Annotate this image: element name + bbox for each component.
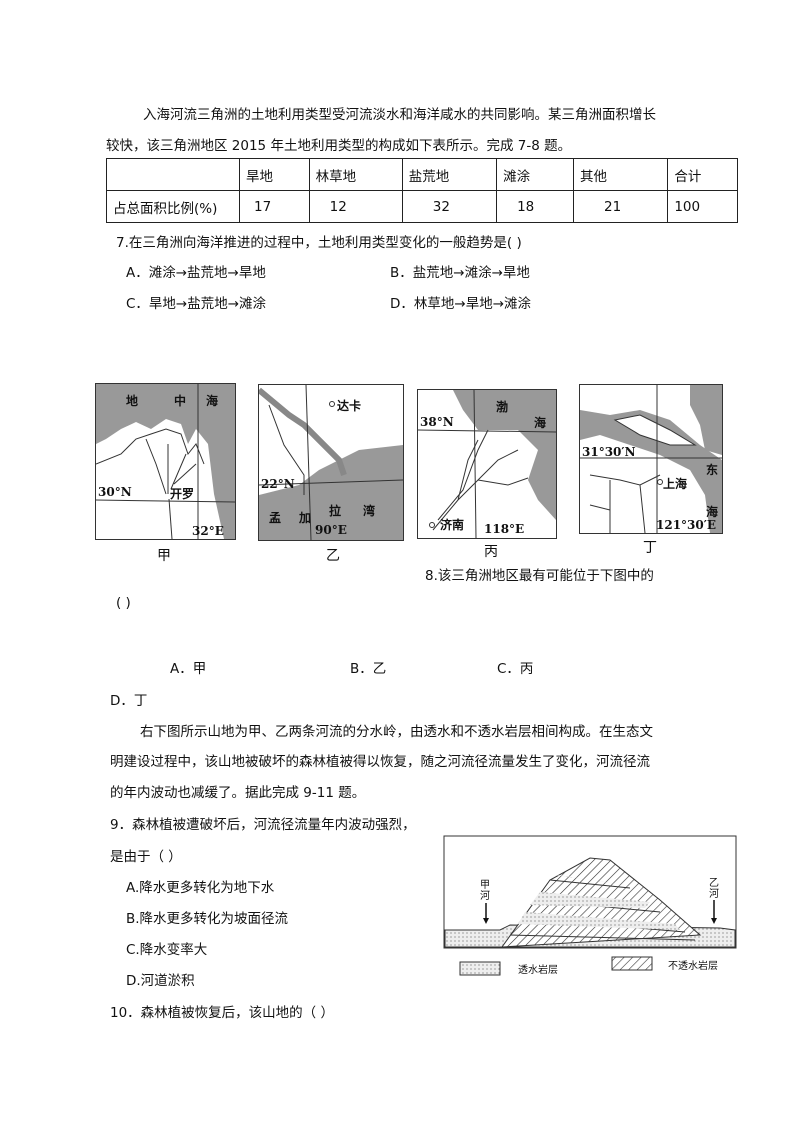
q8-option-d: D．丁	[110, 693, 148, 709]
map-caption: 甲	[157, 548, 171, 564]
table-cell: 林草地	[308, 158, 403, 191]
map-label: 东	[706, 463, 719, 477]
map-label: 孟	[269, 511, 282, 525]
q9-stem-line1: 9．森林植被遭破坏后，河流径流量年内波动强烈，	[110, 817, 416, 833]
q8-option-c: C．丙	[497, 661, 534, 677]
passage-line1: 右下图所示山地为甲、乙两条河流的分水岭，由透水和不透水岩层相间构成。在生态文	[140, 724, 653, 740]
q7-option-d: D．林草地→旱地→滩涂	[390, 296, 532, 312]
q7-option-a: A．滩涂→盐荒地→旱地	[126, 265, 266, 281]
map-drawing	[96, 384, 235, 539]
map-label: 中	[174, 394, 187, 408]
q9-option-c: C.降水变率大	[126, 942, 208, 958]
legend-permeable-label: 透水岩层	[518, 965, 558, 976]
map-yellow-river-delta: 38°N 渤 海 济南 118°E	[417, 389, 557, 539]
table-cell: 100	[667, 190, 738, 223]
table-header-row: 旱地 林草地 盐荒地 滩涂 其他 合计	[106, 158, 738, 191]
map-label: 济南	[440, 518, 465, 532]
map-label: 地	[126, 394, 139, 408]
map-label: 湾	[363, 504, 376, 518]
map-label: 121°30′E	[656, 518, 717, 532]
q9-stem-line2: 是由于（ ）	[110, 849, 182, 865]
map-drawing	[259, 385, 403, 540]
table-cell: 17	[239, 190, 310, 223]
map-caption: 丁	[643, 540, 657, 556]
map-drawing	[580, 385, 722, 533]
q7-option-c: C．旱地→盐荒地→滩涂	[126, 296, 267, 312]
table-cell: 合计	[667, 158, 738, 191]
passage-line3: 的年内波动也减缓了。据此完成 9-11 题。	[110, 785, 366, 801]
map-label: 上海	[663, 477, 688, 491]
map-label: 38°N	[420, 415, 454, 429]
map-label: 118°E	[484, 522, 525, 536]
q9-option-a: A.降水更多转化为地下水	[126, 880, 275, 896]
map-drawing	[418, 390, 556, 538]
map-label: 拉	[329, 504, 342, 518]
q9-option-b: B.降水更多转化为坡面径流	[126, 911, 289, 927]
map-label: 加	[299, 511, 312, 525]
table-cell: 18	[496, 190, 574, 223]
q10-stem: 10．森林植被恢复后，该山地的（ ）	[110, 1005, 334, 1021]
map-label: 渤	[496, 400, 509, 414]
q9-option-d: D.河道淤积	[126, 973, 195, 989]
map-caption: 丙	[484, 544, 498, 560]
table-cell: 滩涂	[496, 158, 574, 191]
intro-line2: 较快，该三角洲地区 2015 年土地利用类型的构成如下表所示。完成 7-8 题。	[106, 138, 572, 154]
table-cell: 21	[572, 190, 669, 223]
table-row: 占总面积比例(%) 17 12 32 18 21 100	[106, 190, 738, 223]
q8-option-b: B．乙	[350, 661, 387, 677]
table-cell: 盐荒地	[401, 158, 498, 191]
map-caption: 乙	[326, 548, 340, 564]
q7-option-b: B．盐荒地→滩涂→旱地	[390, 265, 530, 281]
map-ganges-delta: 达卡 22°N 孟 加 拉 湾 90°E	[258, 384, 404, 541]
map-label: 海	[206, 394, 219, 408]
map-label: 31°30′N	[582, 445, 636, 459]
mountain-cross-section-diagram	[443, 835, 737, 976]
map-label: 22°N	[261, 477, 295, 491]
map-nile-delta: 地 中 海 30°N 开罗 32°E	[95, 383, 236, 540]
river-jia-label: 甲河	[480, 880, 490, 902]
table-cell: 32	[401, 190, 498, 223]
table-cell: 旱地	[239, 158, 310, 191]
map-yangtze-delta: 31°30′N 东 上海 海 121°30′E	[579, 384, 723, 534]
legend-impermeable-label: 不透水岩层	[668, 961, 718, 972]
table-cell	[106, 158, 240, 191]
q8-bracket: ( )	[116, 595, 131, 611]
table-cell: 其他	[572, 158, 669, 191]
map-label: 海	[534, 416, 547, 430]
map-label: 开罗	[170, 487, 195, 501]
map-label: 30°N	[98, 485, 132, 499]
q8-stem: 8.该三角洲地区最有可能位于下图中的	[425, 568, 654, 584]
q7-stem: 7.在三角洲向海洋推进的过程中，土地利用类型变化的一般趋势是( )	[116, 235, 522, 251]
map-label: 达卡	[337, 399, 362, 413]
map-label: 海	[706, 505, 719, 519]
map-label: 90°E	[315, 523, 347, 537]
q8-option-a: A．甲	[170, 661, 207, 677]
map-label: 32°E	[192, 524, 224, 538]
passage-line2: 明建设过程中，该山地被破坏的森林植被得以恢复，随之河流径流量发生了变化，河流径流	[110, 754, 650, 770]
land-use-table: 旱地 林草地 盐荒地 滩涂 其他 合计 占总面积比例(%) 17 12 32 1…	[106, 158, 738, 223]
table-cell: 12	[308, 190, 403, 223]
intro-line1: 入海河流三角洲的土地利用类型受河流淡水和海洋咸水的共同影响。某三角洲面积增长	[143, 107, 656, 123]
table-cell: 占总面积比例(%)	[106, 190, 240, 223]
river-yi-label: 乙河	[709, 878, 719, 900]
